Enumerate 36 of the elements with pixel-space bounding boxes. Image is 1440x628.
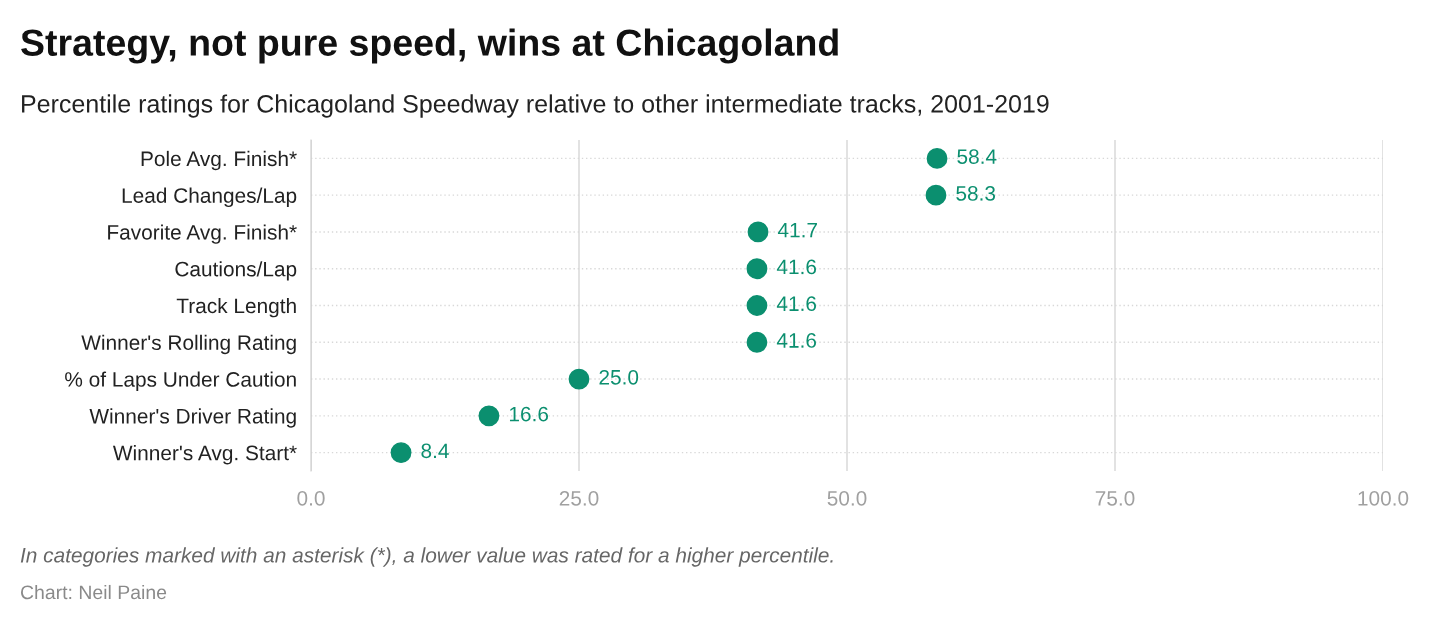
text: Chart: Neil Paine [20,584,167,600]
point [478,405,500,427]
y-tick-label: Cautions/Lap [175,261,297,281]
point [747,221,769,243]
y-tick-label: % of Laps Under Caution [65,371,296,391]
point [568,368,590,390]
y-tick-label: Lead Changes/Lap [122,187,297,208]
point [746,295,768,316]
data-label: 8.4 [421,443,449,459]
y-tick-label: Winner's Driver Rating [89,408,296,428]
y-tick-label: Pole Avg. Finish* [141,150,297,171]
x-tick-label: 100.0 [1358,490,1409,506]
data-label: 58.4 [957,149,997,164]
text: In categories marked with an asterisk (*), a lower value was rated for a higher percentile. [20,547,833,567]
chart-title: Strategy, not pure speed, wins at Chicagoland [21,28,838,64]
data-label: 25.0 [599,369,639,385]
x-tick-label: 25.0 [559,490,599,506]
data-label: 41.7 [777,223,817,238]
data-label: 58.3 [956,186,996,201]
y-tick-label: Winner's Avg. Start* [112,445,297,465]
y-tick-label: Winner's Rolling Rating [81,334,296,355]
x-tick-label: 0.0 [297,490,325,506]
data-label: 41.6 [776,296,817,312]
data-label: 41.6 [776,259,817,275]
point [746,331,768,353]
x-tick-label: 75.0 [1095,490,1135,506]
point [925,184,947,206]
data-label: 16.6 [509,406,549,422]
point [926,147,948,169]
x-tick-label: 50.0 [827,490,867,506]
y-tick-label: Track Length [176,297,296,318]
data-label: 41.6 [776,333,817,348]
point [746,258,768,280]
y-tick-label: Favorite Avg. Finish* [108,224,297,244]
chart-subtitle: Percentile ratings for Chicagoland Speedway relative to other intermediate tracks, 2001-2019 [22,94,1049,118]
point [390,442,412,464]
